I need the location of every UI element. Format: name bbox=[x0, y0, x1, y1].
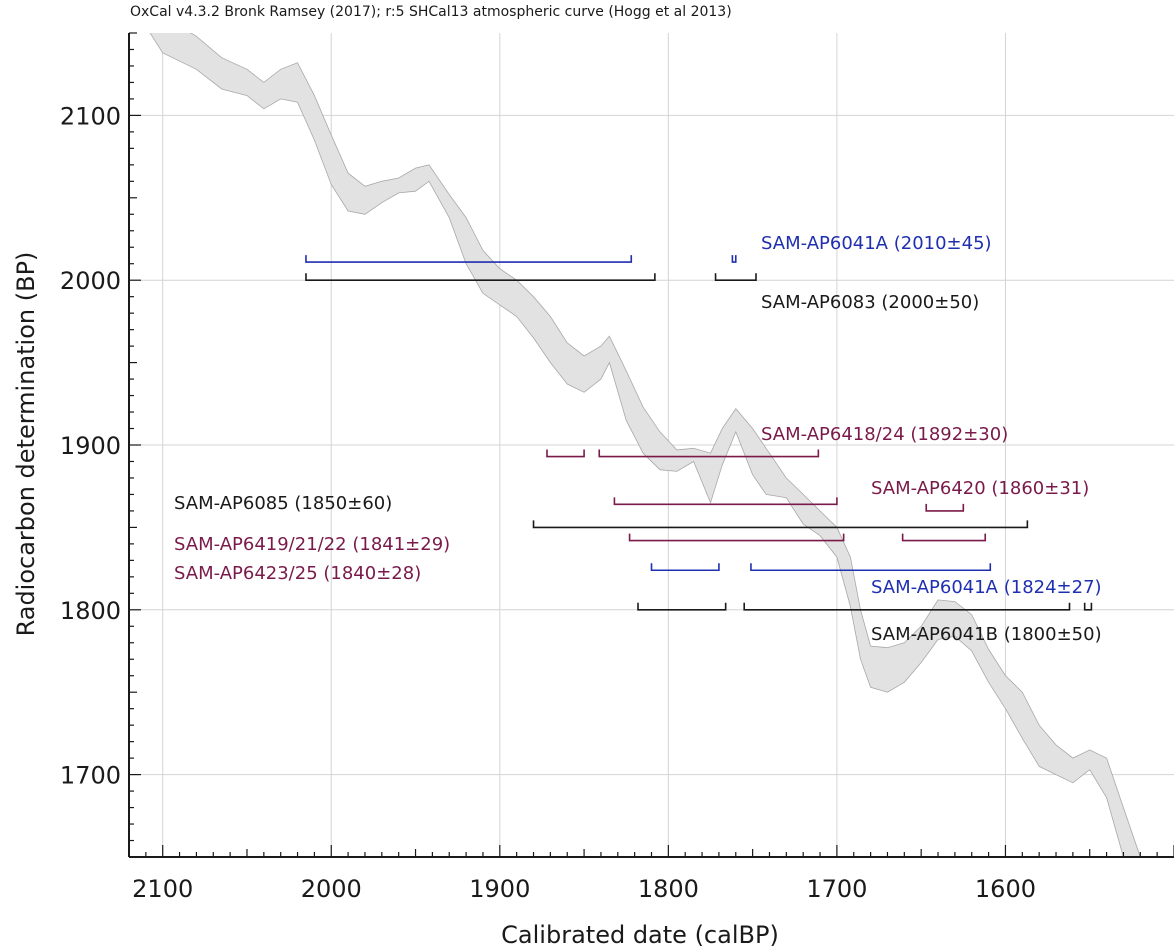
range-bracket-1-1 bbox=[714, 273, 757, 281]
range-bracket-0-0 bbox=[305, 255, 633, 263]
y-tick-label-2100: 2100 bbox=[60, 102, 121, 130]
sample-label-6423-25: SAM-AP6423/25 (1840±28) bbox=[174, 563, 421, 584]
range-bracket-8-2 bbox=[1083, 602, 1093, 611]
x-tick-label-2100: 2100 bbox=[132, 875, 193, 903]
sample-label-6083: SAM-AP6083 (2000±50) bbox=[761, 292, 979, 313]
sample-ranges bbox=[305, 255, 1093, 611]
range-bracket-4-0 bbox=[613, 497, 838, 506]
software-header: OxCal v4.3.2 Bronk Ramsey (2017); r:5 SH… bbox=[130, 4, 732, 20]
sample-label-6085: SAM-AP6085 (1850±60) bbox=[174, 493, 392, 514]
range-bracket-0-1 bbox=[731, 255, 737, 263]
range-bracket-8-1 bbox=[743, 602, 1071, 611]
x-tick-label-2000: 2000 bbox=[301, 875, 362, 903]
y-tick-label-1800: 1800 bbox=[60, 597, 121, 625]
y-tick-label-1700: 1700 bbox=[60, 762, 121, 790]
range-bracket-7-1 bbox=[750, 563, 992, 572]
sample-label-6041a-1824: SAM-AP6041A (1824±27) bbox=[871, 577, 1102, 598]
sample-label-6420: SAM-AP6420 (1860±31) bbox=[871, 478, 1089, 499]
y-tick-label-2000: 2000 bbox=[60, 267, 121, 295]
x-tick-label-1700: 1700 bbox=[806, 875, 867, 903]
y-tick-label-1900: 1900 bbox=[60, 432, 121, 460]
axes: 2100 2000 1900 1800 1700 1600 2100 2000 1900 1800… bbox=[60, 32, 1174, 903]
y-axis-label: Radiocarbon determination (BP) bbox=[12, 252, 40, 637]
sample-label-6041b: SAM-AP6041B (1800±50) bbox=[871, 624, 1102, 645]
x-tick-label-1800: 1800 bbox=[638, 875, 699, 903]
range-bracket-8-0 bbox=[637, 602, 727, 611]
range-bracket-6-1 bbox=[901, 533, 987, 542]
sample-label-6418-24: SAM-AP6418/24 (1892±30) bbox=[761, 424, 1008, 445]
range-bracket-3-0 bbox=[925, 503, 965, 512]
range-bracket-1-0 bbox=[305, 273, 656, 281]
range-bracket-6-0 bbox=[628, 533, 845, 542]
range-bracket-7-0 bbox=[650, 563, 720, 572]
x-axis-label: Calibrated date (calBP) bbox=[501, 921, 779, 949]
x-tick-label-1900: 1900 bbox=[469, 875, 530, 903]
range-bracket-2-0 bbox=[546, 449, 585, 458]
range-bracket-2-1 bbox=[598, 449, 820, 458]
sample-label-6419-21-22: SAM-AP6419/21/22 (1841±29) bbox=[174, 534, 450, 555]
sample-label-6041a-2010: SAM-AP6041A (2010±45) bbox=[761, 233, 992, 254]
x-tick-label-1600: 1600 bbox=[975, 875, 1036, 903]
range-bracket-5-0 bbox=[532, 520, 1029, 529]
